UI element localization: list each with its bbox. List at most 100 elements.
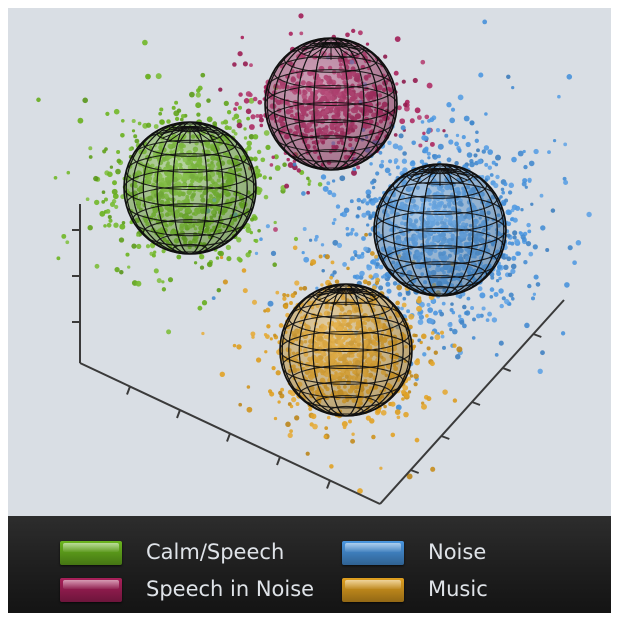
data-point	[314, 238, 318, 242]
data-point	[403, 103, 408, 108]
data-point	[348, 420, 352, 424]
data-point	[503, 265, 508, 270]
data-point	[102, 149, 106, 153]
data-point	[119, 237, 124, 242]
data-point	[297, 168, 301, 172]
data-point	[217, 288, 221, 292]
data-point	[114, 109, 120, 115]
data-point	[482, 20, 487, 25]
data-point	[243, 127, 246, 130]
y-axis-tick	[503, 368, 511, 371]
data-point	[138, 122, 142, 126]
data-point	[395, 409, 401, 415]
data-point	[286, 158, 289, 161]
figure: Calm/Speech Speech in Noise Noise Music	[8, 8, 611, 613]
data-point	[242, 268, 247, 273]
data-point	[253, 134, 258, 139]
data-point	[289, 429, 293, 433]
data-point	[484, 112, 488, 116]
data-point	[495, 353, 499, 357]
data-point	[340, 213, 343, 216]
legend-swatch-calm-speech	[60, 541, 122, 565]
data-point	[540, 225, 545, 230]
data-point	[257, 150, 261, 154]
data-point	[422, 148, 428, 154]
data-point	[274, 417, 277, 420]
data-point	[421, 120, 425, 124]
data-point	[321, 174, 326, 179]
data-point	[509, 292, 514, 297]
data-point	[494, 292, 498, 296]
data-point	[254, 239, 258, 243]
legend-label-speech-in-noise: Speech in Noise	[146, 577, 314, 601]
data-point	[162, 287, 166, 291]
data-point	[135, 139, 140, 144]
data-point	[268, 301, 274, 307]
y-axis-tick	[472, 402, 480, 405]
data-point	[264, 333, 267, 336]
data-point	[458, 315, 461, 318]
data-point	[402, 151, 407, 156]
data-point	[323, 186, 329, 192]
data-point	[327, 190, 332, 195]
data-point	[356, 165, 360, 169]
data-point	[391, 433, 396, 438]
data-point	[103, 224, 107, 228]
data-point	[136, 281, 142, 287]
data-point	[490, 276, 494, 280]
data-point	[490, 173, 494, 177]
data-point	[421, 334, 427, 340]
data-point	[383, 54, 387, 58]
data-point	[325, 254, 330, 259]
data-point	[442, 129, 445, 132]
data-point	[441, 335, 445, 339]
data-point	[425, 314, 429, 318]
data-point	[319, 255, 323, 259]
data-point	[527, 229, 531, 233]
data-point	[238, 92, 242, 96]
data-point	[370, 251, 375, 256]
data-point	[303, 227, 307, 231]
data-point	[200, 265, 204, 269]
data-point	[309, 239, 312, 242]
data-point	[418, 319, 424, 325]
data-point	[365, 201, 369, 205]
data-point	[253, 97, 257, 101]
data-point	[78, 118, 84, 124]
data-point	[508, 190, 512, 194]
data-point	[107, 223, 112, 228]
y-axis-tick	[411, 470, 419, 473]
data-point	[94, 200, 99, 205]
data-point	[89, 155, 93, 159]
data-point	[395, 36, 401, 42]
data-point	[350, 439, 355, 444]
data-point	[269, 177, 272, 180]
data-point	[125, 253, 129, 257]
data-point	[379, 265, 384, 270]
data-point	[465, 310, 470, 315]
data-point	[501, 191, 505, 195]
data-point	[420, 159, 424, 163]
data-point	[512, 230, 517, 235]
data-point	[402, 167, 407, 172]
data-point	[250, 217, 254, 221]
data-point	[370, 200, 376, 206]
data-point	[195, 102, 201, 108]
data-point	[540, 350, 545, 355]
data-point	[346, 267, 350, 271]
data-point	[534, 275, 539, 280]
data-point	[136, 234, 139, 237]
data-point	[252, 300, 257, 305]
data-point	[345, 32, 350, 37]
data-point	[397, 415, 401, 419]
data-point	[174, 101, 178, 105]
data-point	[533, 293, 536, 296]
data-point	[473, 153, 477, 157]
data-point	[452, 311, 456, 315]
data-point	[357, 254, 362, 259]
data-point	[388, 173, 391, 176]
data-point	[378, 151, 382, 155]
data-point	[568, 245, 573, 250]
data-point	[426, 303, 430, 307]
data-point	[447, 322, 452, 327]
